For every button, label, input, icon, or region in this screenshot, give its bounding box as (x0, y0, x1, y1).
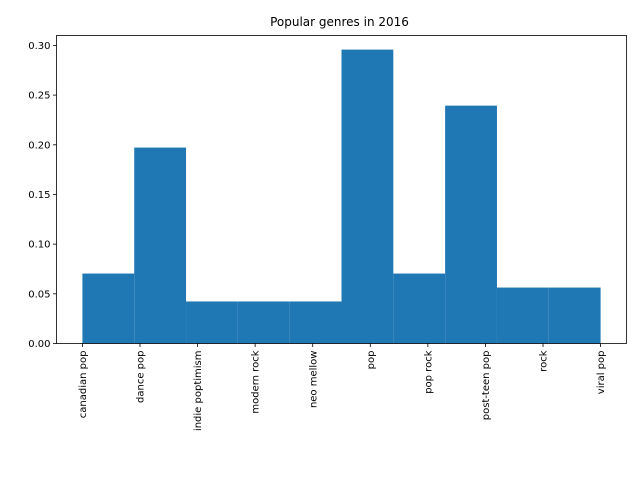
x-tick-label-3: modern rock (251, 350, 262, 413)
x-tick-label-1: dance pop (136, 351, 147, 403)
bar-4 (289, 301, 342, 344)
bar-6 (393, 273, 446, 344)
y-tick-label-5: 0.25 (28, 91, 50, 102)
x-tick-label-6: pop rock (423, 350, 434, 394)
y-tick-label-6: 0.30 (28, 41, 50, 52)
bar-2 (186, 301, 238, 344)
bar-7 (445, 105, 497, 344)
bar-8 (496, 287, 549, 344)
x-tick-label-2: indie poptimism (193, 351, 204, 432)
plot-frame (56, 35, 627, 344)
x-tick-label-4: neo mellow (308, 351, 319, 409)
bar-3 (237, 301, 290, 344)
bar-0 (82, 273, 135, 344)
bar-5 (341, 49, 394, 344)
y-axis: 0.00 0.05 0.10 0.15 0.20 0.25 0.30 (28, 41, 57, 350)
x-tick-label-0: canadian pop (78, 351, 89, 419)
y-tick-label-3: 0.15 (28, 190, 50, 201)
y-tick-label-4: 0.20 (28, 140, 50, 151)
x-tick-label-7: post-teen pop (481, 351, 492, 421)
bar-9 (548, 287, 601, 344)
x-tick-label-5: pop (366, 351, 377, 370)
bars (82, 49, 601, 344)
chart-title: Popular genres in 2016 (270, 15, 409, 29)
y-tick-label-1: 0.05 (28, 289, 50, 300)
bar-1 (134, 147, 187, 344)
y-tick-label-2: 0.10 (28, 240, 50, 251)
x-tick-label-9: viral pop (596, 351, 607, 395)
x-tick-label-8: rock (539, 350, 550, 372)
x-axis: canadian pop dance pop indie poptimism mode… (78, 343, 607, 432)
y-tick-label-0: 0.00 (28, 339, 50, 350)
